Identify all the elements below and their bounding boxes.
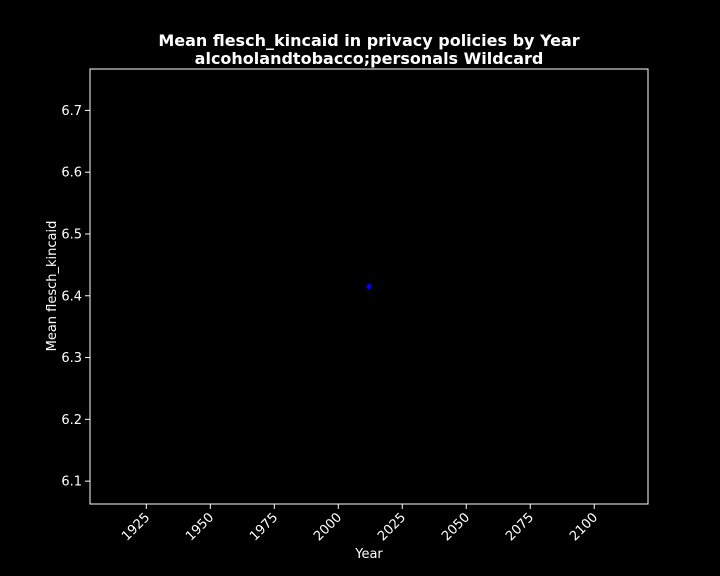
data-point [366, 284, 372, 289]
y-axis-label: Mean flesch_kincaid [45, 221, 60, 352]
x-tick-label: 1975 [247, 510, 281, 544]
chart-title: Mean flesch_kincaid in privacy policies … [158, 31, 579, 50]
y-tick-label: 6.6 [61, 166, 82, 181]
x-axis: 1925 1950 1975 2000 2025 2050 2075 2100 [119, 504, 601, 544]
x-tick-label: 1950 [183, 510, 217, 544]
y-tick-label: 6.4 [61, 289, 82, 304]
x-axis-label: Year [354, 547, 383, 562]
y-tick-label: 6.5 [61, 227, 82, 242]
x-tick-label: 2075 [503, 510, 537, 544]
y-tick-label: 6.2 [61, 413, 82, 428]
x-tick-label: 2100 [567, 510, 601, 544]
y-tick-label: 6.3 [61, 351, 82, 366]
chart-subtitle: alcoholandtobacco;personals Wildcard [195, 49, 544, 68]
y-tick-label: 6.1 [61, 475, 82, 490]
plot-area [89, 68, 649, 505]
x-tick-label: 1925 [119, 510, 153, 544]
data-points [366, 284, 372, 289]
y-tick-label: 6.7 [61, 104, 82, 119]
x-tick-label: 2025 [375, 510, 409, 544]
x-tick-label: 2050 [439, 510, 473, 544]
y-axis: 6.1 6.2 6.3 6.4 6.5 6.6 6.7 [61, 104, 90, 490]
x-tick-label: 2000 [311, 510, 345, 544]
